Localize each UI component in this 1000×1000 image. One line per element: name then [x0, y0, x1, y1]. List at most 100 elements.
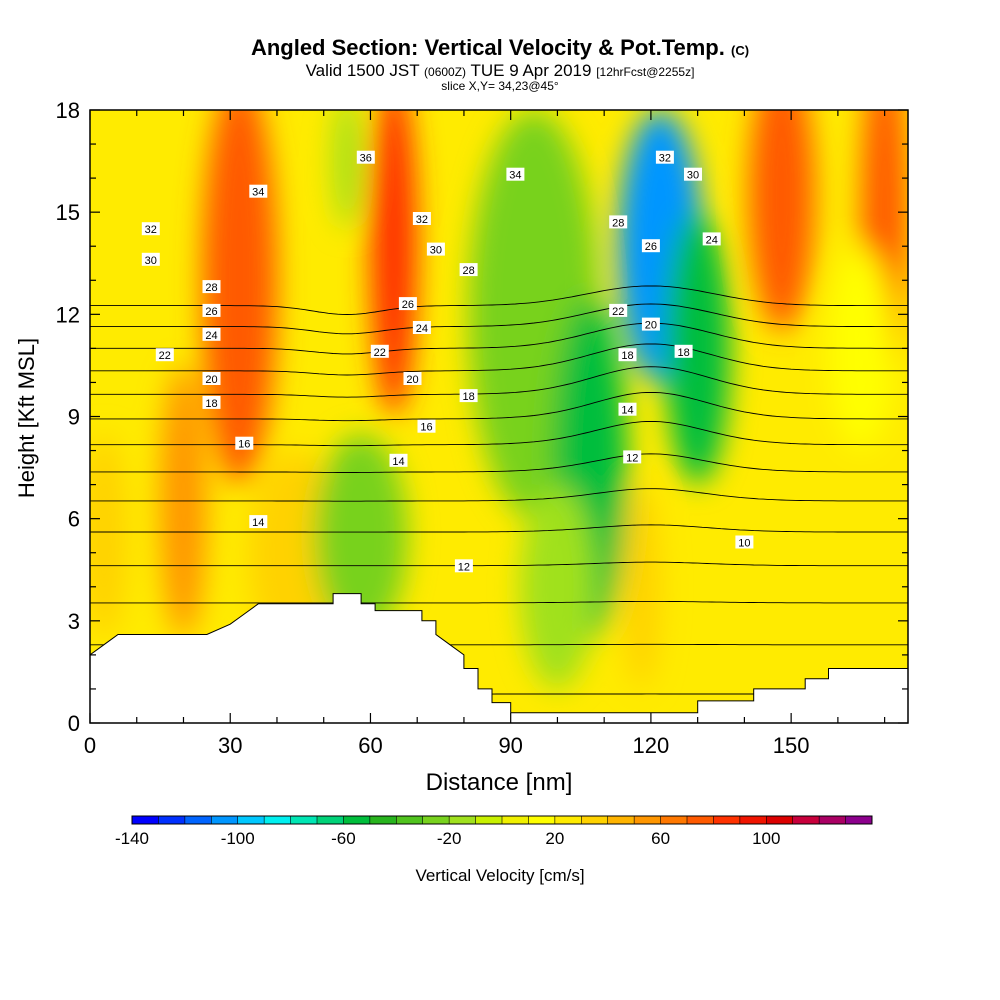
- contour-label-text: 12: [626, 452, 638, 464]
- contour-label: 12: [454, 559, 473, 573]
- contour-label-box: [356, 150, 375, 164]
- contour-label-box: [735, 535, 754, 549]
- contour-label: 28: [202, 280, 221, 294]
- theta-contour: [90, 285, 908, 315]
- contour-label-text: 16: [420, 422, 432, 434]
- colorbar-swatch: [845, 816, 873, 824]
- contour-label: 28: [609, 215, 628, 229]
- y-tick-label: 3: [68, 609, 80, 634]
- chart-title: Angled Section: Vertical Velocity & Pot.…: [0, 36, 1000, 63]
- chart-subtitle: Valid 1500 JST (0600Z) TUE 9 Apr 2019 [1…: [0, 62, 1000, 80]
- contour-label: 30: [684, 167, 702, 182]
- potential-temperature-contours: [90, 285, 908, 695]
- contour-label-box: [426, 242, 445, 256]
- contour-label-text: 26: [205, 306, 217, 318]
- theta-contour: [90, 561, 908, 567]
- contour-label-box: [618, 402, 637, 416]
- contour-label: 22: [609, 303, 628, 318]
- colorbar-label: Vertical Velocity [cm/s]: [415, 866, 584, 885]
- contour-label: 16: [417, 419, 436, 434]
- contour-label: 10: [735, 535, 754, 550]
- velocity-cell: [664, 212, 731, 485]
- contour-label-box: [398, 297, 417, 311]
- theta-contour: [90, 366, 908, 398]
- contour-label-box: [454, 559, 473, 573]
- contour-label-box: [141, 252, 160, 266]
- colorbar-tick-label: -100: [221, 829, 255, 848]
- contour-label: 34: [506, 167, 525, 182]
- colorbar-swatch: [290, 816, 318, 824]
- contour-label-box: [141, 222, 160, 236]
- velocity-cell: [370, 110, 418, 417]
- y-tick-label: 0: [68, 711, 80, 736]
- colorbar-tick-label: 20: [545, 829, 564, 848]
- contour-label-text: 32: [659, 153, 671, 165]
- theta-contour: [90, 322, 908, 355]
- colorbar-swatch: [554, 816, 582, 824]
- contour-label-text: 24: [205, 330, 217, 342]
- contour-label-text: 12: [458, 561, 470, 573]
- velocity-cell: [314, 433, 408, 638]
- x-axis: 0 30 60 90 120 150: [84, 110, 886, 758]
- contour-label-box: [202, 303, 221, 317]
- x-tick-label: 0: [84, 733, 96, 758]
- colorbar-swatch: [502, 816, 529, 824]
- contour-label-box: [202, 280, 221, 294]
- contour-label-box: [235, 436, 254, 450]
- slice-info: slice X,Y= 34,23@45°: [441, 79, 559, 93]
- contour-label-text: 34: [252, 187, 264, 199]
- colorbar-tick-label: 100: [752, 829, 780, 848]
- contour-label-box: [202, 327, 221, 341]
- colorbar-tick-label: -60: [331, 829, 356, 848]
- colorbar-swatch: [766, 816, 794, 824]
- x-tick-label: 120: [633, 733, 670, 758]
- valid-utc: (0600Z): [424, 65, 467, 79]
- contour-label-box: [623, 450, 642, 464]
- x-tick-label: 150: [773, 733, 810, 758]
- contour-label-box: [506, 167, 525, 181]
- contour-label-box: [609, 215, 628, 229]
- contour-label: 18: [202, 395, 221, 410]
- velocity-fill: [90, 110, 908, 723]
- colorbar-swatch: [132, 816, 159, 824]
- contour-label-text: 20: [645, 320, 657, 332]
- contour-label-text: 16: [238, 439, 250, 451]
- theta-contour: [90, 488, 908, 502]
- colorbar-swatch: [607, 816, 635, 824]
- contour-label-text: 20: [205, 374, 217, 386]
- contour-label: 26: [202, 303, 221, 318]
- colorbar-swatch: [369, 816, 397, 824]
- colorbar: -140 -100 -60 -20 20 60 100: [115, 815, 873, 848]
- colorbar-swatch: [184, 816, 212, 824]
- colorbar-tick-label: 60: [651, 829, 670, 848]
- contour-label-text: 14: [392, 456, 404, 468]
- contour-label-box: [389, 453, 408, 467]
- colorbar-swatch: [581, 816, 609, 824]
- velocity-cell: [749, 110, 815, 332]
- colorbar-swatch: [449, 816, 477, 824]
- theta-contour: [90, 453, 908, 473]
- theta-contour: [90, 343, 908, 376]
- contour-label-text: 28: [205, 282, 217, 294]
- velocity-cell: [90, 433, 128, 638]
- colorbar-swatch: [739, 816, 767, 824]
- contour-label-text: 26: [645, 241, 657, 253]
- contour-label-text: 22: [374, 347, 386, 359]
- contour-label-text: 20: [406, 374, 418, 386]
- y-axis-label: Height [Kft MSL]: [14, 338, 39, 498]
- contour-label-box: [412, 321, 431, 334]
- y-tick-label: 12: [56, 302, 80, 327]
- chart-title-main: Angled Section: Vertical Velocity & Pot.…: [250, 35, 725, 60]
- contour-label: 12: [623, 450, 642, 464]
- contour-label: 22: [155, 348, 174, 362]
- chart-title-unit: (C): [731, 43, 750, 58]
- contour-label-text: 30: [145, 255, 157, 267]
- x-tick-label: 60: [358, 733, 382, 758]
- contour-label-box: [202, 372, 221, 385]
- contour-label-box: [641, 317, 660, 331]
- contour-label-text: 14: [621, 405, 633, 417]
- theta-contour: [90, 600, 908, 604]
- contour-label: 28: [459, 263, 478, 277]
